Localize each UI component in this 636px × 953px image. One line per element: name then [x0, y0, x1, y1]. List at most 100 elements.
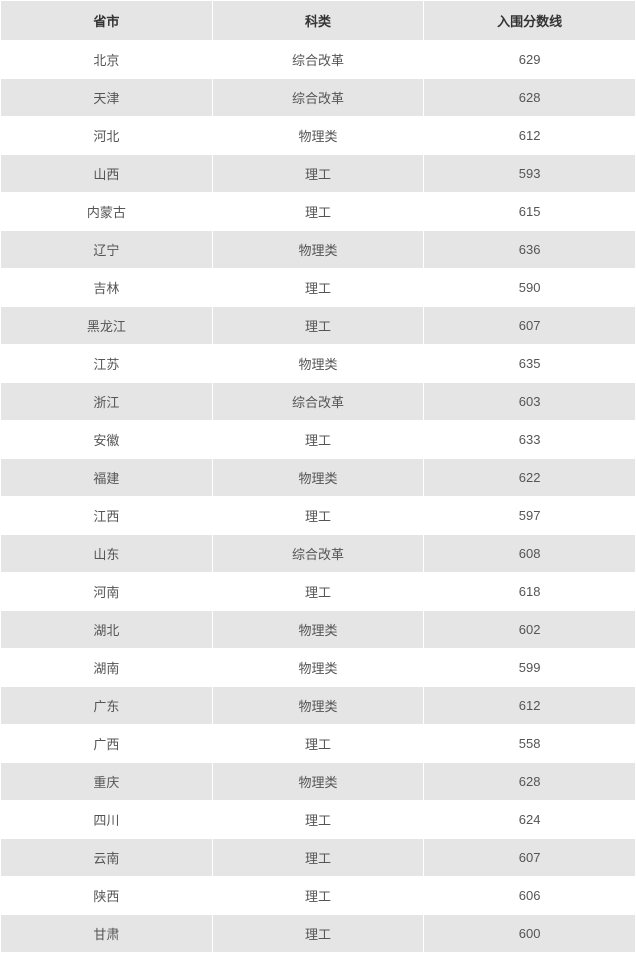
cell-province: 四川	[1, 801, 213, 839]
cell-province: 广西	[1, 725, 213, 763]
cell-province: 陕西	[1, 877, 213, 915]
table-row: 河南理工618	[1, 573, 636, 611]
cell-category: 物理类	[212, 611, 424, 649]
score-table: 省市 科类 入围分数线 北京综合改革629天津综合改革628河北物理类612山西…	[0, 0, 636, 953]
cell-score: 633	[424, 421, 636, 459]
cell-province: 福建	[1, 459, 213, 497]
cell-province: 江苏	[1, 345, 213, 383]
cell-province: 山西	[1, 155, 213, 193]
cell-province: 湖南	[1, 649, 213, 687]
cell-province: 江西	[1, 497, 213, 535]
table-row: 山西理工593	[1, 155, 636, 193]
cell-province: 山东	[1, 535, 213, 573]
cell-score: 608	[424, 535, 636, 573]
table-body: 北京综合改革629天津综合改革628河北物理类612山西理工593内蒙古理工61…	[1, 41, 636, 953]
cell-score: 615	[424, 193, 636, 231]
cell-province: 安徽	[1, 421, 213, 459]
table-row: 河北物理类612	[1, 117, 636, 155]
cell-category: 理工	[212, 839, 424, 877]
table-row: 内蒙古理工615	[1, 193, 636, 231]
cell-score: 612	[424, 687, 636, 725]
cell-score: 622	[424, 459, 636, 497]
table-header: 省市 科类 入围分数线	[1, 1, 636, 41]
cell-category: 物理类	[212, 231, 424, 269]
cell-province: 湖北	[1, 611, 213, 649]
cell-category: 综合改革	[212, 383, 424, 421]
table-row: 福建物理类622	[1, 459, 636, 497]
col-header-category: 科类	[212, 1, 424, 41]
cell-category: 综合改革	[212, 535, 424, 573]
cell-province: 吉林	[1, 269, 213, 307]
cell-province: 黑龙江	[1, 307, 213, 345]
table-row: 江西理工597	[1, 497, 636, 535]
cell-category: 理工	[212, 573, 424, 611]
cell-score: 593	[424, 155, 636, 193]
table-row: 山东综合改革608	[1, 535, 636, 573]
cell-score: 599	[424, 649, 636, 687]
table-row: 重庆物理类628	[1, 763, 636, 801]
table-row: 甘肃理工600	[1, 915, 636, 953]
cell-category: 物理类	[212, 345, 424, 383]
cell-score: 606	[424, 877, 636, 915]
cell-score: 607	[424, 839, 636, 877]
table-row: 云南理工607	[1, 839, 636, 877]
table-header-row: 省市 科类 入围分数线	[1, 1, 636, 41]
cell-province: 河南	[1, 573, 213, 611]
table-row: 辽宁物理类636	[1, 231, 636, 269]
cell-category: 理工	[212, 193, 424, 231]
cell-score: 600	[424, 915, 636, 953]
cell-province: 广东	[1, 687, 213, 725]
cell-category: 综合改革	[212, 79, 424, 117]
cell-category: 综合改革	[212, 41, 424, 79]
cell-category: 理工	[212, 497, 424, 535]
cell-province: 河北	[1, 117, 213, 155]
cell-category: 物理类	[212, 117, 424, 155]
cell-category: 物理类	[212, 763, 424, 801]
table-row: 四川理工624	[1, 801, 636, 839]
cell-score: 629	[424, 41, 636, 79]
cell-score: 628	[424, 763, 636, 801]
table-row: 广西理工558	[1, 725, 636, 763]
cell-category: 理工	[212, 269, 424, 307]
table-row: 吉林理工590	[1, 269, 636, 307]
table-row: 浙江综合改革603	[1, 383, 636, 421]
cell-score: 597	[424, 497, 636, 535]
cell-score: 636	[424, 231, 636, 269]
cell-score: 558	[424, 725, 636, 763]
cell-score: 607	[424, 307, 636, 345]
table-row: 安徽理工633	[1, 421, 636, 459]
cell-category: 理工	[212, 307, 424, 345]
cell-category: 理工	[212, 801, 424, 839]
cell-province: 云南	[1, 839, 213, 877]
cell-score: 590	[424, 269, 636, 307]
table-row: 北京综合改革629	[1, 41, 636, 79]
cell-category: 物理类	[212, 687, 424, 725]
table-row: 广东物理类612	[1, 687, 636, 725]
cell-province: 甘肃	[1, 915, 213, 953]
table-row: 陕西理工606	[1, 877, 636, 915]
cell-category: 物理类	[212, 459, 424, 497]
cell-score: 635	[424, 345, 636, 383]
cell-score: 618	[424, 573, 636, 611]
cell-province: 北京	[1, 41, 213, 79]
table-row: 湖北物理类602	[1, 611, 636, 649]
cell-province: 内蒙古	[1, 193, 213, 231]
table-row: 黑龙江理工607	[1, 307, 636, 345]
cell-category: 物理类	[212, 649, 424, 687]
cell-province: 辽宁	[1, 231, 213, 269]
table-row: 湖南物理类599	[1, 649, 636, 687]
cell-category: 理工	[212, 421, 424, 459]
table-row: 江苏物理类635	[1, 345, 636, 383]
cell-category: 理工	[212, 725, 424, 763]
cell-category: 理工	[212, 877, 424, 915]
cell-category: 理工	[212, 915, 424, 953]
col-header-score: 入围分数线	[424, 1, 636, 41]
cell-province: 天津	[1, 79, 213, 117]
cell-province: 浙江	[1, 383, 213, 421]
col-header-province: 省市	[1, 1, 213, 41]
cell-category: 理工	[212, 155, 424, 193]
cell-score: 624	[424, 801, 636, 839]
table-row: 天津综合改革628	[1, 79, 636, 117]
cell-score: 612	[424, 117, 636, 155]
cell-score: 602	[424, 611, 636, 649]
